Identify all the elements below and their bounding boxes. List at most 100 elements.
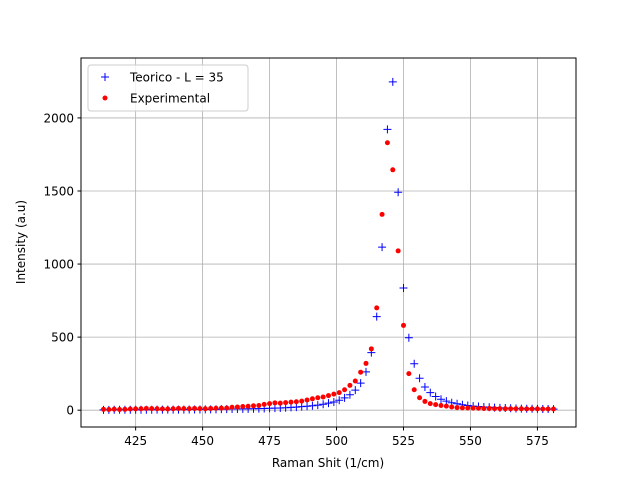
dot-marker — [513, 406, 519, 412]
dot-marker — [133, 406, 139, 412]
plus-marker — [420, 382, 429, 391]
plus-marker — [319, 400, 328, 409]
dot-marker — [406, 371, 412, 377]
plus-marker — [329, 398, 338, 407]
dot-marker — [240, 404, 246, 410]
plus-marker — [426, 388, 435, 397]
x-tick-label: 425 — [124, 434, 147, 448]
dot-marker — [545, 406, 551, 412]
dot-marker — [438, 403, 444, 409]
legend-box — [87, 64, 249, 112]
plus-marker — [308, 401, 317, 410]
plus-marker — [437, 395, 445, 404]
dot-marker — [288, 399, 294, 405]
dot-marker — [245, 403, 251, 409]
dot-marker — [502, 406, 508, 412]
dot-marker — [272, 400, 278, 406]
dot-marker — [170, 406, 176, 412]
x-tick-label: 500 — [325, 434, 348, 448]
plus-marker — [324, 399, 333, 408]
y-tick-label: 1500 — [43, 184, 74, 198]
dot-marker — [518, 406, 524, 412]
plus-marker — [378, 243, 387, 252]
dot-marker — [534, 406, 540, 412]
legend-label: Teorico - L = 35 — [129, 71, 224, 85]
dot-marker — [165, 406, 171, 412]
dot-marker — [454, 405, 460, 411]
dot-marker — [336, 390, 342, 396]
dot-marker — [149, 406, 155, 412]
dot-marker — [363, 360, 369, 366]
y-tick-label: 500 — [51, 331, 74, 345]
dot-marker — [208, 405, 214, 411]
dot-marker — [368, 346, 374, 352]
x-tick-label: 450 — [191, 434, 214, 448]
dot-marker — [465, 405, 471, 411]
plus-marker — [404, 333, 413, 342]
dot-marker — [234, 404, 240, 410]
dot-marker — [202, 406, 208, 412]
dot-marker — [127, 406, 133, 412]
legend-label: Experimental — [130, 92, 210, 106]
dot-marker — [497, 406, 503, 412]
dot-marker — [256, 403, 262, 409]
plus-marker — [313, 401, 322, 410]
dot-marker — [551, 406, 556, 412]
dot-marker — [395, 248, 401, 254]
dot-marker — [422, 398, 428, 404]
y-tick-label: 1000 — [43, 258, 74, 272]
dot-marker — [102, 95, 108, 101]
plus-marker — [394, 188, 403, 197]
dot-marker — [433, 402, 439, 408]
dot-marker — [293, 399, 299, 405]
dot-marker — [417, 395, 423, 401]
dot-marker — [342, 387, 348, 393]
dot-marker — [427, 401, 433, 407]
plus-marker — [335, 396, 344, 405]
x-tick-label: 550 — [459, 434, 482, 448]
x-tick-label: 475 — [258, 434, 281, 448]
dot-marker — [176, 405, 181, 411]
dot-marker — [374, 305, 380, 311]
dot-marker — [117, 406, 123, 412]
plus-marker — [362, 367, 370, 376]
plus-marker — [356, 379, 365, 388]
x-tick-label: 525 — [392, 434, 415, 448]
dot-marker — [122, 406, 128, 412]
dot-marker — [197, 406, 203, 412]
legend: Teorico - L = 35 Experimental — [87, 64, 249, 112]
dot-marker — [459, 405, 465, 411]
plus-marker — [340, 393, 349, 402]
dot-marker — [192, 405, 198, 411]
dot-marker — [352, 378, 358, 384]
x-axis-label: Raman Shit (1/cm) — [272, 456, 384, 470]
dot-marker — [443, 403, 449, 409]
dot-marker — [470, 405, 476, 411]
dot-marker — [358, 369, 364, 375]
dot-marker — [449, 404, 455, 410]
plus-marker — [388, 77, 397, 86]
y-tick-label: 2000 — [43, 111, 74, 125]
dot-marker — [524, 406, 530, 412]
dot-marker — [476, 405, 481, 411]
plus-marker — [431, 392, 440, 401]
dot-marker — [486, 405, 492, 411]
dot-marker — [326, 393, 331, 399]
dot-marker — [154, 406, 160, 412]
dot-marker — [492, 406, 498, 412]
dot-marker — [481, 405, 487, 411]
dot-marker — [267, 401, 273, 407]
plus-marker — [101, 73, 109, 81]
dot-marker — [159, 406, 165, 412]
dot-marker — [304, 397, 310, 403]
dot-marker — [261, 401, 267, 407]
plus-marker — [415, 374, 424, 383]
plus-marker — [383, 125, 392, 134]
dot-marker — [229, 404, 235, 410]
y-axis-label: Intensity (a.u) — [14, 200, 28, 284]
dot-marker — [331, 391, 337, 397]
dot-marker — [309, 396, 315, 402]
plot-marks — [99, 77, 558, 414]
dot-marker — [384, 140, 390, 146]
